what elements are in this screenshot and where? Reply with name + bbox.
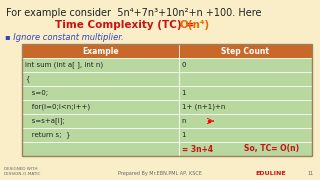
Text: For example consider  5n⁴+7n³+10n²+n +100. Here: For example consider 5n⁴+7n³+10n²+n +100… <box>6 8 261 18</box>
Bar <box>179 128 312 142</box>
Text: 1+ (n+1)+n: 1+ (n+1)+n <box>182 104 225 110</box>
Bar <box>22 44 179 58</box>
Text: Example: Example <box>82 46 119 55</box>
Bar <box>22 86 179 100</box>
Text: ▪ Ignore constant multiplier.: ▪ Ignore constant multiplier. <box>5 33 124 42</box>
Text: {: { <box>25 76 29 82</box>
Text: Step Count: Step Count <box>221 46 269 55</box>
Bar <box>22 128 179 142</box>
Bar <box>179 142 312 156</box>
Text: Time Complexity (TC) =: Time Complexity (TC) = <box>55 20 198 30</box>
Text: Prepared By Mr.EBN.PML AP, KSCE: Prepared By Mr.EBN.PML AP, KSCE <box>118 171 202 176</box>
Text: s=0;: s=0; <box>25 90 48 96</box>
Text: return s;  }: return s; } <box>25 132 70 138</box>
Bar <box>22 44 312 156</box>
Text: s=s+a[i];: s=s+a[i]; <box>25 118 65 124</box>
Bar <box>179 58 312 72</box>
Bar <box>22 100 179 114</box>
Text: So, TC= O(n): So, TC= O(n) <box>244 145 299 154</box>
Text: 11: 11 <box>308 171 314 176</box>
Bar <box>22 142 179 156</box>
Bar <box>179 72 312 86</box>
Text: EDULINE: EDULINE <box>255 171 286 176</box>
Text: n: n <box>182 118 186 124</box>
Text: 0: 0 <box>182 62 186 68</box>
Text: for(i=0;i<n;i++): for(i=0;i<n;i++) <box>25 104 90 110</box>
Bar <box>179 100 312 114</box>
Text: 1: 1 <box>182 90 186 96</box>
Text: 1: 1 <box>182 132 186 138</box>
Text: = 3n+4: = 3n+4 <box>182 145 213 154</box>
Bar <box>179 86 312 100</box>
Bar <box>179 114 312 128</box>
Text: DESIGNED WITH
DESSIGN-O-MATIC: DESIGNED WITH DESSIGN-O-MATIC <box>4 167 41 176</box>
Text: O(n⁴): O(n⁴) <box>179 20 209 30</box>
Bar <box>22 72 179 86</box>
Bar <box>22 58 179 72</box>
Bar <box>179 44 312 58</box>
Text: int sum (int a[ ], int n): int sum (int a[ ], int n) <box>25 62 103 68</box>
Bar <box>22 114 179 128</box>
